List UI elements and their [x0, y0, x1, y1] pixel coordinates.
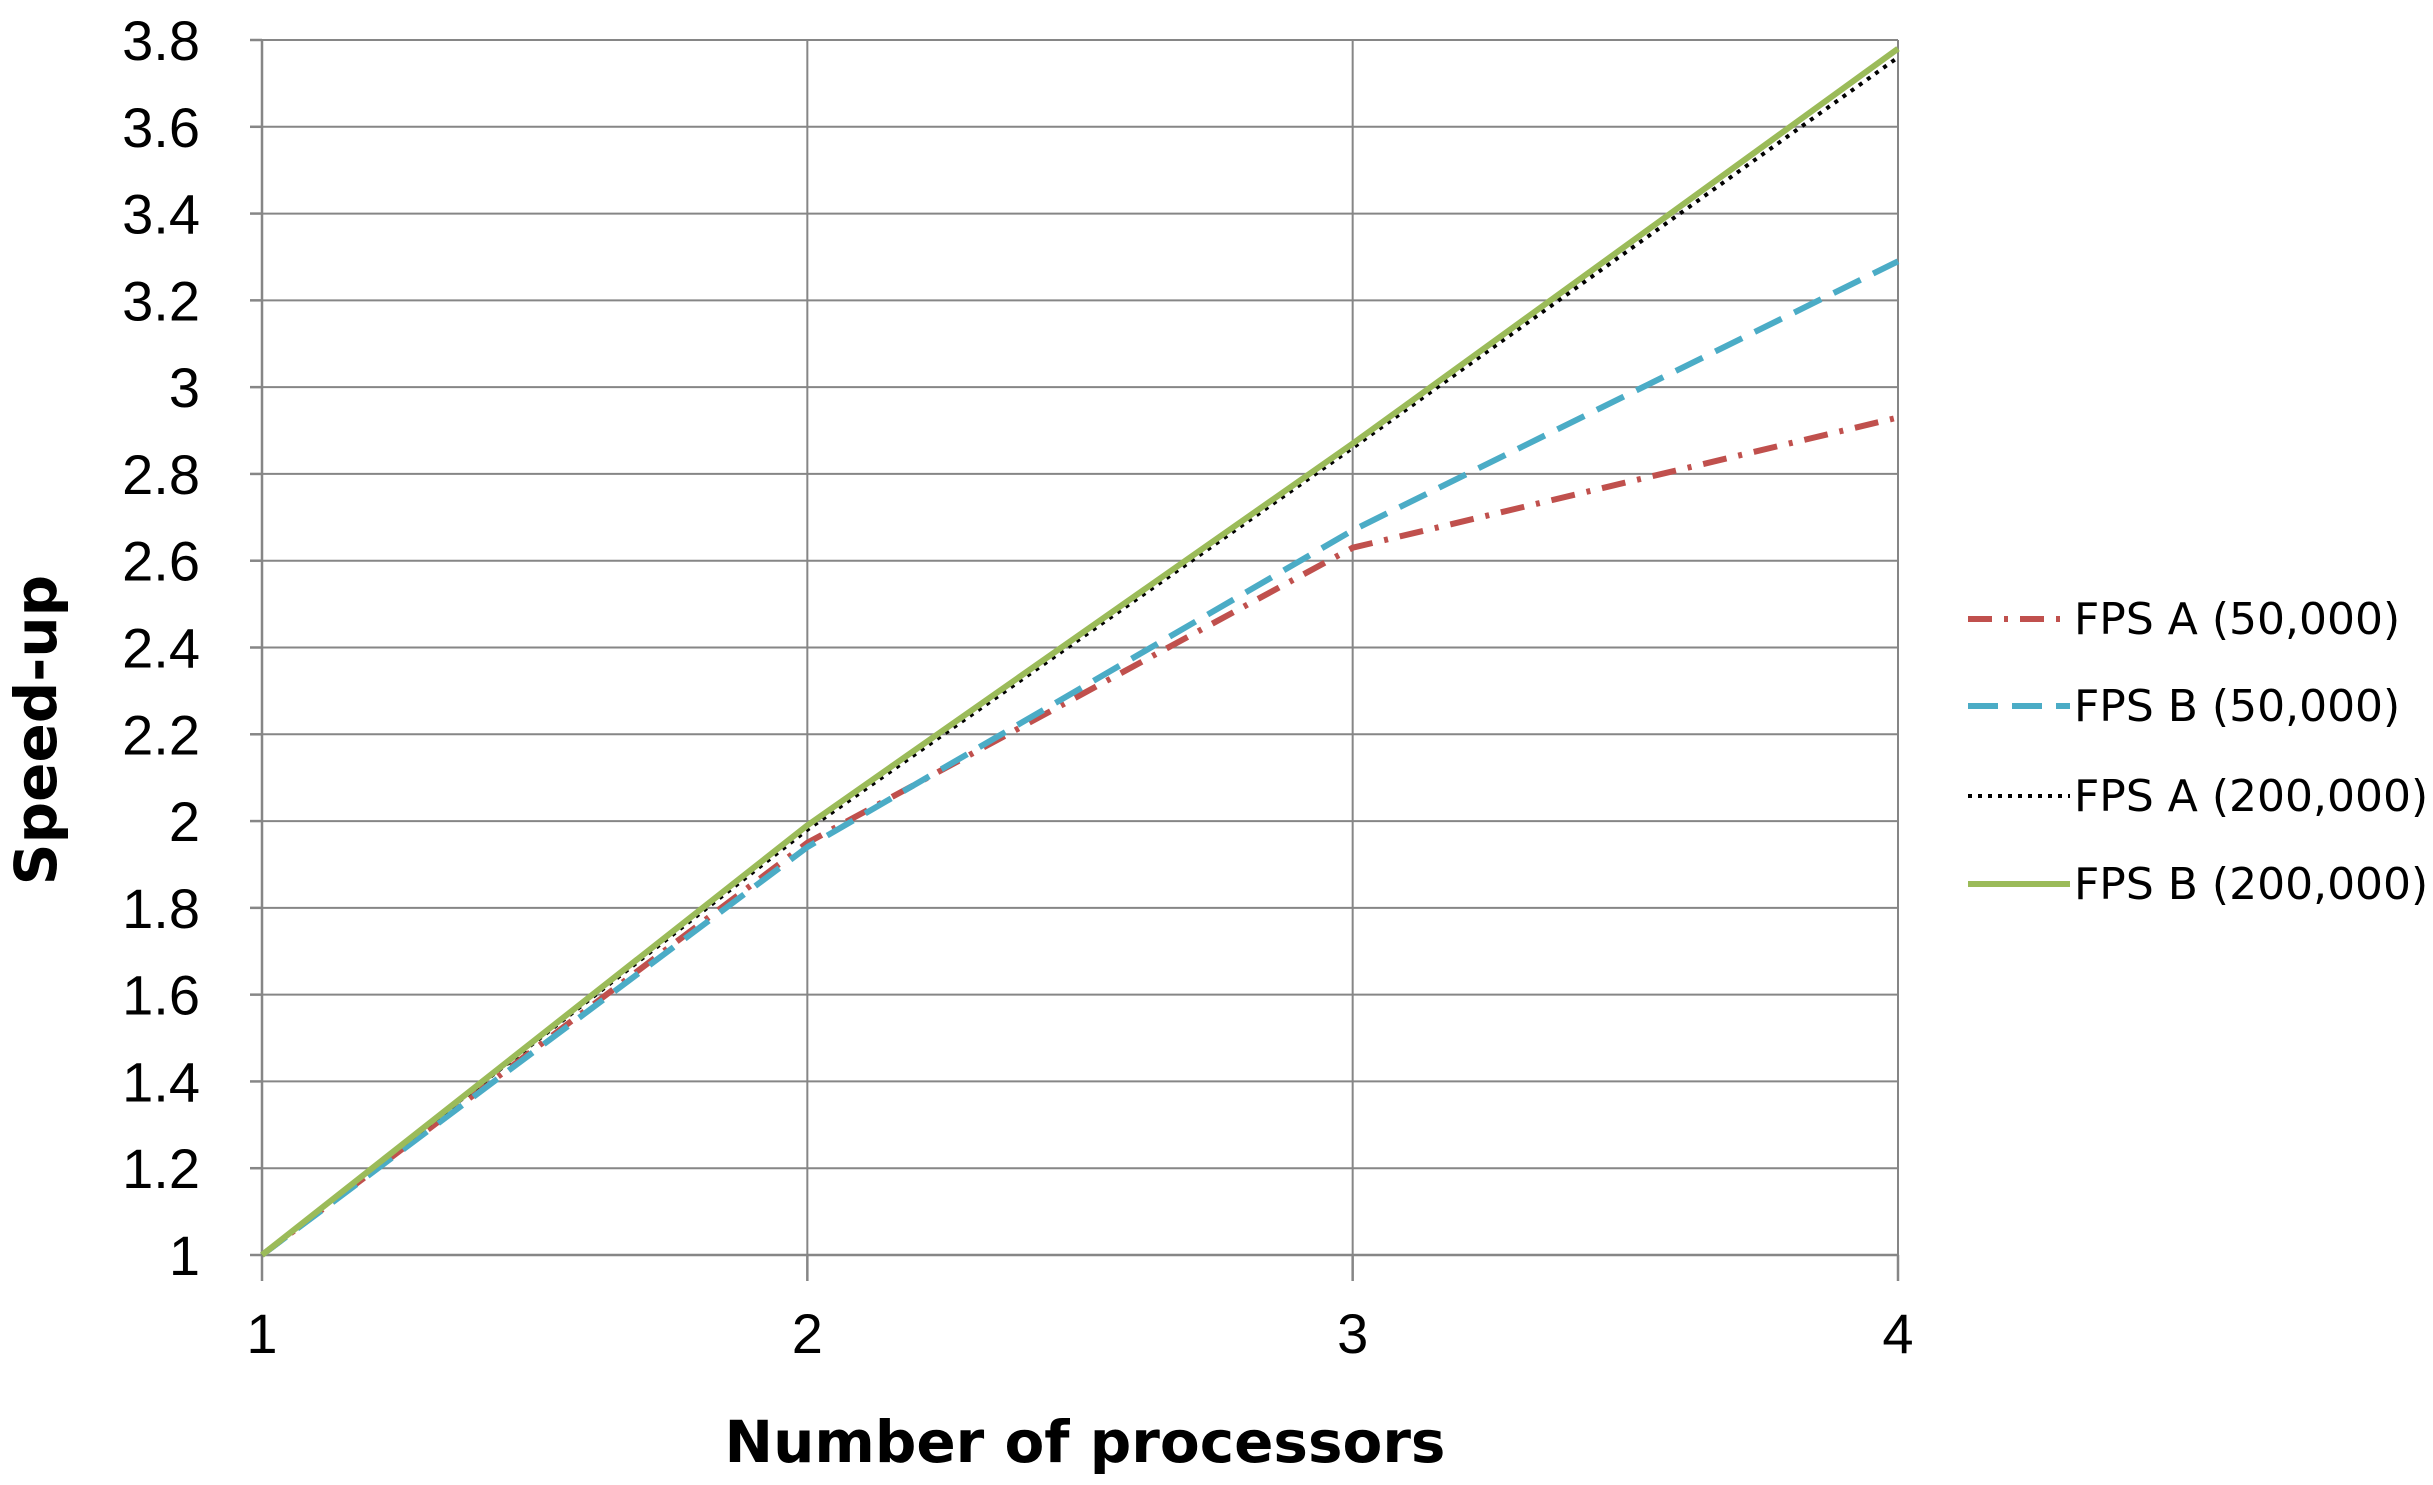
y-tick-label: 1.8 — [122, 877, 200, 940]
y-tick-label: 2.4 — [122, 617, 200, 680]
y-tick-label: 3.6 — [122, 96, 200, 159]
y-tick-label: 2.2 — [122, 703, 200, 766]
y-tick-label: 1.2 — [122, 1137, 200, 1200]
y-tick-label: 3.2 — [122, 269, 200, 332]
series-lines — [260, 46, 1900, 1258]
y-tick-label: 2 — [169, 790, 200, 853]
legend-label-0: FPS A (50,000) — [2074, 594, 2400, 645]
x-tick-label: 2 — [792, 1302, 823, 1365]
y-tick-label: 2.8 — [122, 443, 200, 506]
y-tick-label: 3.4 — [122, 183, 200, 246]
legend-label-1: FPS B (50,000) — [2074, 681, 2400, 732]
gridlines — [262, 39, 1899, 1256]
x-tick-label: 4 — [1882, 1302, 1913, 1365]
y-tick-label: 1.6 — [122, 964, 200, 1027]
x-axis-title: Number of processors — [725, 1408, 1446, 1476]
x-tick-label: 1 — [246, 1302, 277, 1365]
axes — [250, 38, 1900, 1281]
y-tick-label: 1 — [169, 1224, 200, 1287]
y-tick-label: 1.4 — [122, 1050, 200, 1113]
y-tick-label: 3.8 — [122, 9, 200, 72]
y-tick-label: 3 — [169, 356, 200, 419]
series-line-2 — [260, 55, 1900, 1257]
y-tick-label: 2.6 — [122, 530, 200, 593]
legend-label-2: FPS A (200,000) — [2074, 771, 2428, 822]
y-axis-title: Speed-up — [2, 575, 70, 885]
series-line-3 — [260, 46, 1900, 1258]
legend: FPS A (50,000) FPS B (50,000) FPS A (200,0… — [1968, 594, 2428, 910]
series-line-1 — [260, 258, 1900, 1258]
legend-label-3: FPS B (200,000) — [2074, 859, 2428, 910]
tick-labels: 1 1.2 1.4 1.6 1.8 2 2.2 2.4 2.6 2.8 3 3.2 3.4 3.6 3.8 1… — [122, 9, 1913, 1365]
x-tick-label: 3 — [1337, 1302, 1368, 1365]
series-line-0 — [260, 414, 1899, 1258]
